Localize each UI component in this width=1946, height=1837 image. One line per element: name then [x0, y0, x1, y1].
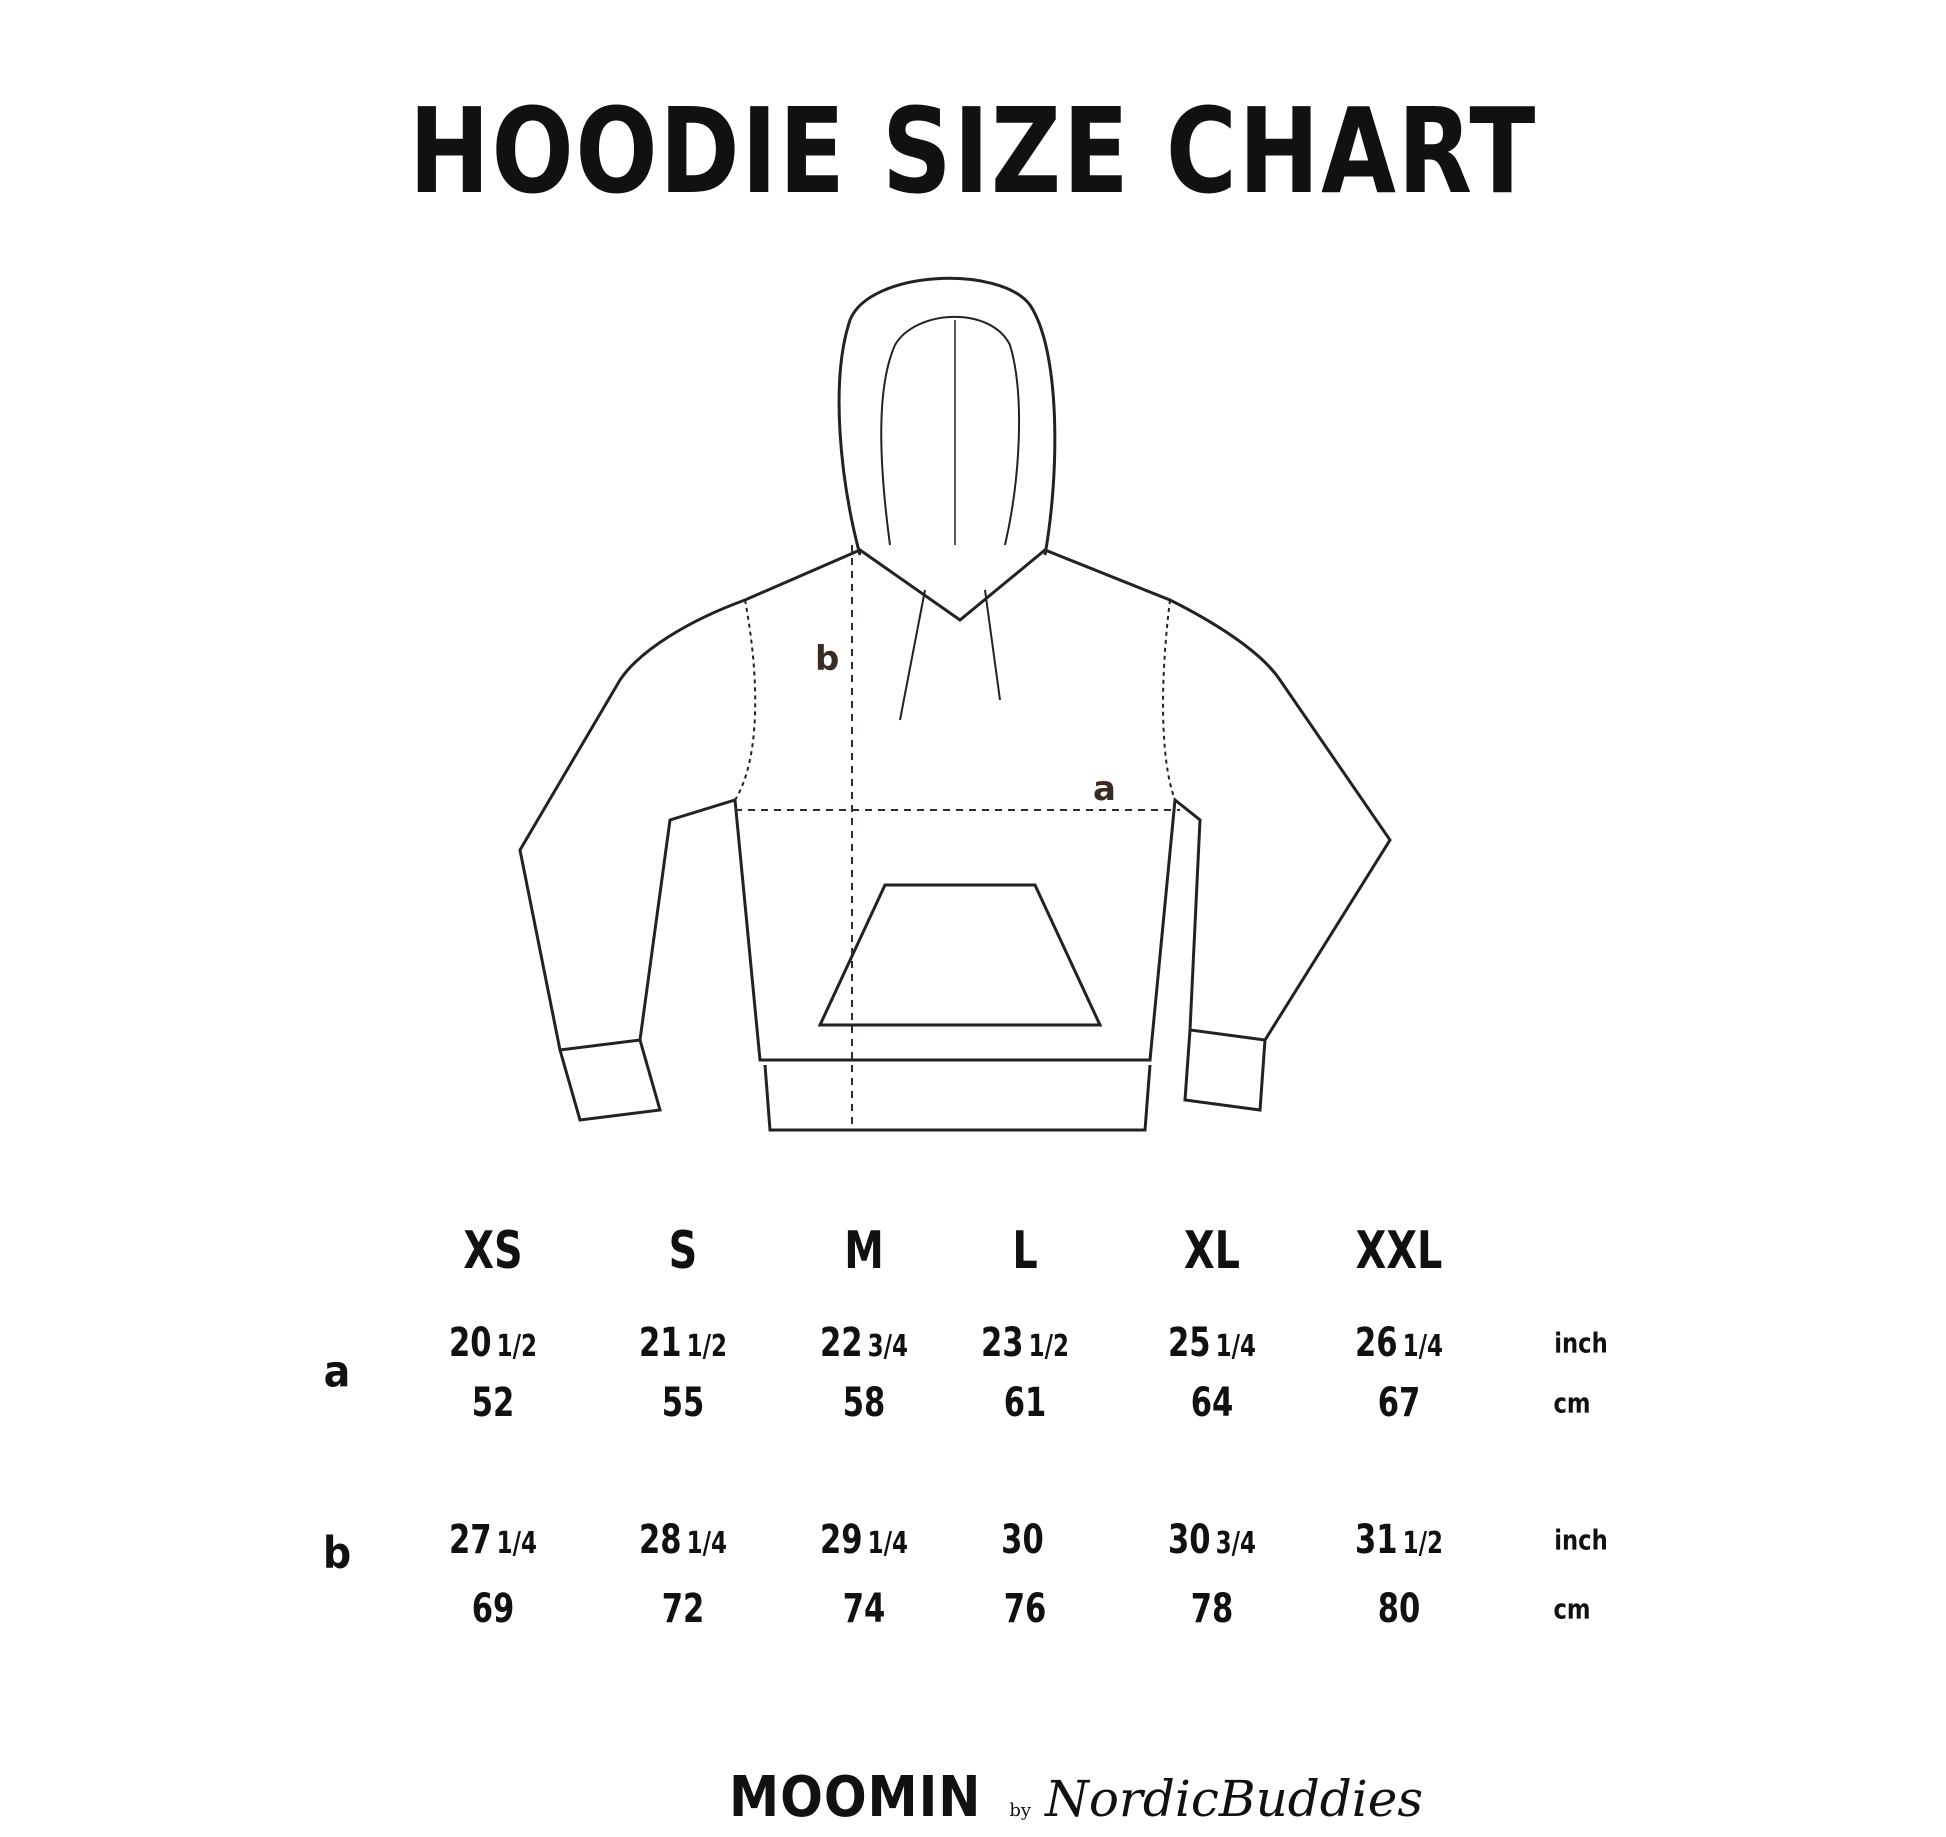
row-label: b	[322, 1527, 352, 1579]
inch-fraction: 1/4	[867, 1526, 908, 1561]
cm-value: 55	[661, 1380, 705, 1426]
inch-whole: 26	[1355, 1320, 1398, 1366]
cm-value: 58	[842, 1380, 886, 1426]
row-label: a	[323, 1346, 351, 1398]
inch-fraction: 1/2	[1028, 1329, 1069, 1364]
cm-value: 80	[1377, 1586, 1421, 1632]
inch-value: 28 1/4	[639, 1517, 727, 1563]
nordicbuddies-logo: NordicBuddies	[1045, 1770, 1424, 1828]
inch-value: 30	[1001, 1517, 1049, 1563]
cm-value: 76	[1003, 1586, 1047, 1632]
inch-value: 30 3/4	[1168, 1517, 1256, 1563]
size-header: L	[1012, 1221, 1038, 1281]
brand-logo: MOOMIN by NordicBuddies	[715, 1765, 1423, 1830]
inch-value: 26 1/4	[1355, 1320, 1443, 1366]
inch-value: 27 1/4	[449, 1517, 537, 1563]
inch-whole: 25	[1168, 1320, 1211, 1366]
inch-whole: 29	[820, 1517, 863, 1563]
pocket	[817, 883, 1103, 1027]
cm-value: 67	[1377, 1380, 1421, 1426]
inch-fraction: 1/4	[686, 1526, 727, 1561]
inch-whole: 27	[449, 1517, 492, 1563]
inch-whole: 22	[820, 1320, 863, 1366]
body-outline	[518, 548, 1392, 1062]
cm-unit: cm	[1553, 1386, 1591, 1420]
inch-value: 23 1/2	[981, 1320, 1069, 1366]
cm-value: 74	[842, 1586, 886, 1632]
inch-value: 29 1/4	[820, 1517, 908, 1563]
inch-fraction: 1/4	[1402, 1329, 1443, 1364]
inch-fraction: 1/4	[1215, 1329, 1256, 1364]
inch-fraction: 1/4	[496, 1526, 537, 1561]
inch-value: 25 1/4	[1168, 1320, 1256, 1366]
size-header: XXL	[1355, 1221, 1443, 1281]
size-header: S	[668, 1221, 698, 1281]
page-title: HOODIE SIZE CHART	[408, 82, 1538, 220]
hoodie-diagram: a b	[518, 276, 1392, 1132]
hood-inner	[880, 315, 1021, 546]
cm-value: 61	[1003, 1380, 1047, 1426]
inch-fraction: 3/4	[1215, 1526, 1256, 1561]
inch-whole: 23	[981, 1320, 1024, 1366]
inch-whole: 21	[639, 1320, 682, 1366]
cm-value: 72	[661, 1586, 705, 1632]
moomin-logo: MOOMIN	[729, 1765, 982, 1830]
inch-whole: 30	[1001, 1517, 1044, 1563]
inch-whole: 20	[449, 1320, 492, 1366]
hood-outline	[837, 276, 1057, 556]
inch-fraction: 1/2	[496, 1329, 537, 1364]
measure-a-label: a	[1093, 769, 1116, 809]
inch-value: 22 3/4	[820, 1320, 908, 1366]
cm-value: 64	[1190, 1380, 1234, 1426]
cm-unit: cm	[1553, 1592, 1591, 1626]
measure-b-label: b	[815, 639, 839, 679]
size-header: XL	[1183, 1221, 1241, 1281]
cm-value: 69	[471, 1586, 515, 1632]
size-header: XS	[463, 1221, 523, 1281]
inch-unit: inch	[1554, 1326, 1608, 1360]
inch-fraction: 1/2	[1402, 1526, 1443, 1561]
inch-value: 31 1/2	[1355, 1517, 1443, 1563]
waistband	[763, 1064, 1152, 1132]
inch-value: 20 1/2	[449, 1320, 537, 1366]
inch-value: 21 1/2	[639, 1320, 727, 1366]
inch-fraction: 3/4	[867, 1329, 908, 1364]
inch-fraction: 1/2	[686, 1329, 727, 1364]
inch-whole: 30	[1168, 1517, 1211, 1563]
logo-by: by	[1009, 1800, 1032, 1821]
cm-value: 52	[471, 1380, 515, 1426]
cm-value: 78	[1190, 1586, 1234, 1632]
inch-whole: 31	[1355, 1517, 1398, 1563]
size-header: M	[844, 1221, 884, 1281]
inch-unit: inch	[1554, 1523, 1608, 1557]
inch-whole: 28	[639, 1517, 682, 1563]
